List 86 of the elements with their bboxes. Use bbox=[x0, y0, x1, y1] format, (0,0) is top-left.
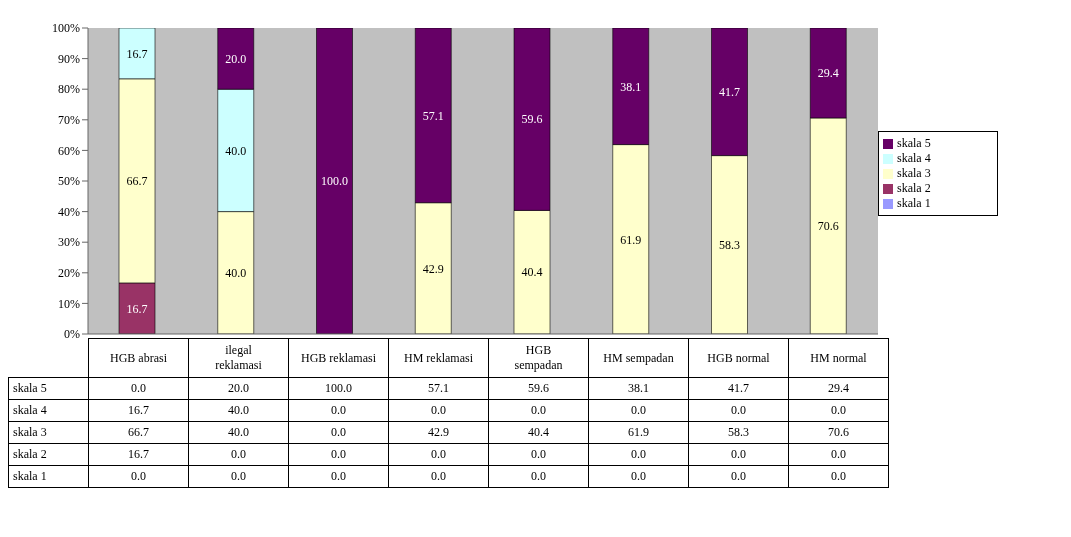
data-label: 0.0 bbox=[288, 443, 389, 466]
text: 70.6 bbox=[817, 219, 839, 234]
y-tick-label: 60% bbox=[58, 143, 80, 158]
data-label: 66.7 bbox=[88, 421, 189, 444]
data-label: 100.0 bbox=[288, 377, 389, 400]
legend-label: skala 2 bbox=[897, 180, 931, 195]
data-label: 0.0 bbox=[588, 399, 689, 422]
data-label: 0.0 bbox=[688, 465, 789, 488]
data-label: 61.9 bbox=[588, 421, 689, 444]
legend-label: skala 5 bbox=[897, 135, 931, 150]
data-label: 29.4 bbox=[788, 377, 889, 400]
data-label: 0.0 bbox=[388, 399, 489, 422]
data-label: 0.0 bbox=[688, 443, 789, 466]
data-label: 0.0 bbox=[88, 465, 189, 488]
data-label: 0.0 bbox=[288, 421, 389, 444]
x-tick-label: ilegal reklamasi bbox=[188, 338, 289, 378]
data-label: 70.6 bbox=[788, 421, 889, 444]
data-label: 58.3 bbox=[688, 421, 789, 444]
data-label: 38.1 bbox=[588, 377, 689, 400]
x-tick-label: HGB abrasi bbox=[88, 338, 189, 378]
x-tick-label: HM reklamasi bbox=[388, 338, 489, 378]
text: 16.7 bbox=[126, 46, 148, 61]
text: skala 2 bbox=[13, 447, 47, 461]
data-label: 41.7 bbox=[688, 377, 789, 400]
data-label: 0.0 bbox=[788, 399, 889, 422]
data-label: 0.0 bbox=[588, 465, 689, 488]
data-label: 0.0 bbox=[188, 443, 289, 466]
data-label: 40.4 bbox=[488, 421, 589, 444]
y-tick-label: 30% bbox=[58, 235, 80, 250]
data-label: 0.0 bbox=[88, 377, 189, 400]
data-label: 59.6 bbox=[488, 377, 589, 400]
text: 20.0 bbox=[225, 51, 247, 66]
data-label: 0.0 bbox=[188, 465, 289, 488]
data-label: 0.0 bbox=[588, 443, 689, 466]
legend-label: skala 4 bbox=[897, 150, 931, 165]
y-tick-label: 40% bbox=[58, 204, 80, 219]
text: skala 3 bbox=[13, 425, 47, 439]
y-tick-label: 80% bbox=[58, 82, 80, 97]
text: skala 1 bbox=[13, 469, 47, 483]
data-label: 0.0 bbox=[788, 443, 889, 466]
data-label: 0.0 bbox=[488, 465, 589, 488]
text: skala 4 bbox=[13, 403, 47, 417]
text: 40.0 bbox=[225, 143, 247, 158]
y-tick-label: 20% bbox=[58, 266, 80, 281]
text: 29.4 bbox=[817, 66, 839, 81]
y-tick-label: 10% bbox=[58, 296, 80, 311]
y-tick-label: 100% bbox=[52, 21, 80, 36]
data-label: 42.9 bbox=[388, 421, 489, 444]
data-label: 0.0 bbox=[288, 399, 389, 422]
data-label: 0.0 bbox=[488, 399, 589, 422]
text: 40.4 bbox=[521, 265, 543, 280]
text: 42.9 bbox=[422, 261, 444, 276]
text: 66.7 bbox=[126, 174, 148, 189]
data-label: 57.1 bbox=[388, 377, 489, 400]
text: 59.6 bbox=[521, 112, 543, 127]
data-label: 40.0 bbox=[188, 421, 289, 444]
data-label: 0.0 bbox=[788, 465, 889, 488]
data-label: 0.0 bbox=[488, 443, 589, 466]
y-tick-label: 90% bbox=[58, 51, 80, 66]
y-tick-label: 0% bbox=[64, 327, 80, 342]
data-label: 0.0 bbox=[688, 399, 789, 422]
text: skala 5 bbox=[13, 381, 47, 395]
text: 58.3 bbox=[719, 238, 740, 253]
legend-label: skala 3 bbox=[897, 165, 931, 180]
data-label: 0.0 bbox=[388, 465, 489, 488]
x-tick-label: HM sempadan bbox=[588, 338, 689, 378]
legend-label: skala 1 bbox=[897, 195, 931, 210]
data-label: 20.0 bbox=[188, 377, 289, 400]
text: 57.1 bbox=[422, 108, 444, 123]
data-label: 16.7 bbox=[88, 443, 189, 466]
text: 38.1 bbox=[620, 79, 642, 94]
x-tick-label: HGB normal bbox=[688, 338, 789, 378]
y-tick-label: 50% bbox=[58, 174, 80, 189]
y-tick-label: 70% bbox=[58, 113, 80, 128]
text: 16.7 bbox=[126, 301, 148, 316]
x-tick-label: HGB sempadan bbox=[488, 338, 589, 378]
text: 40.0 bbox=[225, 266, 247, 281]
data-label: 0.0 bbox=[388, 443, 489, 466]
x-tick-label: HGB reklamasi bbox=[288, 338, 389, 378]
text: 100.0 bbox=[321, 174, 348, 189]
data-label: 40.0 bbox=[188, 399, 289, 422]
data-label: 0.0 bbox=[288, 465, 389, 488]
x-tick-label: HM normal bbox=[788, 338, 889, 378]
data-label: 16.7 bbox=[88, 399, 189, 422]
text: 61.9 bbox=[620, 232, 642, 247]
text: 41.7 bbox=[719, 85, 740, 100]
